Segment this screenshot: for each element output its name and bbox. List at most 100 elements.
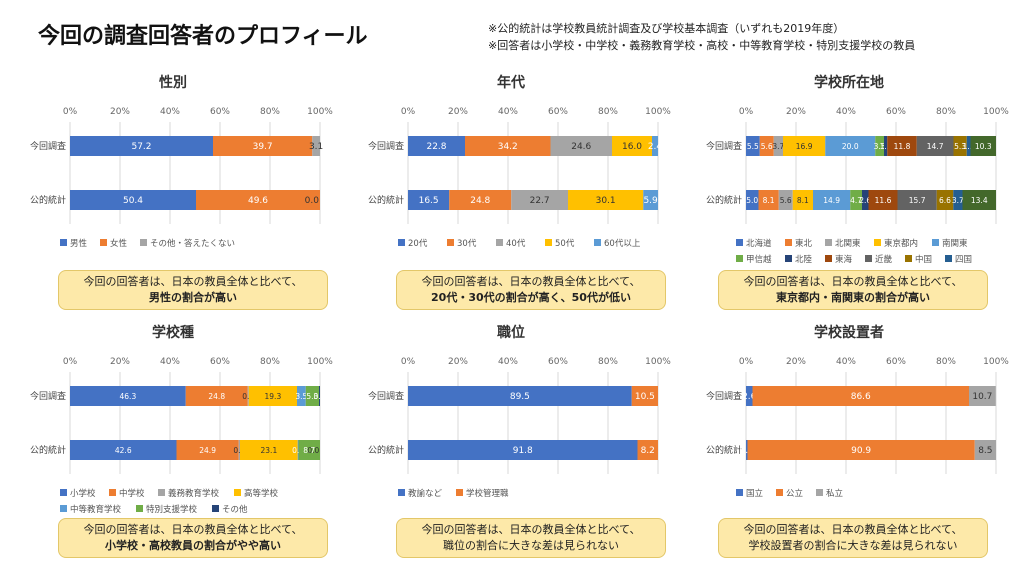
legend-label: 20代 bbox=[408, 238, 428, 249]
callout-highlight: 20代・30代の割合が高く、50代が低い bbox=[431, 291, 631, 304]
bar-segment bbox=[974, 440, 996, 460]
data-label: 49.6 bbox=[248, 196, 268, 206]
bar-segment bbox=[746, 386, 753, 406]
data-label: 86.6 bbox=[851, 392, 871, 402]
x-tick-label: 40% bbox=[498, 357, 518, 367]
legend-label: 学校管理職 bbox=[466, 488, 509, 499]
legend-label: 女性 bbox=[110, 238, 128, 249]
callout-highlight: 小学校・高校教員の割合がやや高い bbox=[105, 539, 281, 552]
callout-highlight: 男性の割合が高い bbox=[149, 291, 237, 304]
legend-label: 特別支援学校 bbox=[146, 504, 198, 515]
data-label: 23.1 bbox=[261, 446, 278, 455]
bar-segment bbox=[783, 136, 826, 156]
legend-label: 公立 bbox=[786, 488, 804, 499]
bar-segment bbox=[746, 190, 759, 210]
category-label: 今回調査 bbox=[706, 140, 742, 152]
category-label: 公的統計 bbox=[30, 444, 66, 456]
age-chart-panel: 年代 0% 20% 40% 60% 80% 100% 今回調査 公的統計 22.8 34.2 24.… bbox=[346, 72, 676, 302]
legend-label: 中学校 bbox=[119, 488, 145, 499]
x-tick-label: 20% bbox=[110, 107, 130, 117]
legend-swatch bbox=[60, 239, 67, 246]
legend-swatch bbox=[736, 489, 743, 496]
bar-segment bbox=[297, 386, 306, 406]
legend-swatch bbox=[234, 489, 241, 496]
legend-label: 義務教育学校 bbox=[168, 488, 220, 499]
data-label: 5.9 bbox=[643, 196, 658, 206]
data-label: 10.7 bbox=[972, 392, 992, 402]
x-tick-label: 40% bbox=[836, 107, 856, 117]
data-label: 24.8 bbox=[470, 196, 490, 206]
bar-segment bbox=[196, 190, 320, 210]
data-label: 3.7 bbox=[772, 142, 784, 151]
data-label: 42.6 bbox=[115, 446, 132, 455]
category-label: 今回調査 bbox=[368, 140, 404, 152]
category-label: 公的統計 bbox=[706, 194, 742, 206]
region-chart-panel: 学校所在地 0% 20% 40% 60% 80% 100% 今回調査 公的統計 5.5 5.6 3.… bbox=[684, 72, 1014, 302]
region-callout: 今回の回答者は、日本の教員全体と比べて、 東京都内・南関東の割合が高い bbox=[718, 270, 988, 310]
position-chart-panel: 職位 0% 20% 40% 60% 80% 100% 今回調査 公的統計 89.5 10.5 91.… bbox=[346, 322, 676, 552]
bar-segment bbox=[408, 440, 638, 460]
data-label: 24.8 bbox=[208, 392, 225, 401]
legend-swatch bbox=[825, 255, 832, 262]
data-label: 30.1 bbox=[596, 196, 616, 206]
bar-segment bbox=[746, 440, 748, 460]
bar-segment bbox=[70, 190, 196, 210]
bar-segment bbox=[752, 386, 969, 406]
data-label: 5.5 bbox=[747, 142, 759, 151]
x-tick-label: 100% bbox=[307, 357, 333, 367]
bar-segment bbox=[305, 386, 319, 406]
bar-segment bbox=[408, 136, 465, 156]
data-label: 11.6 bbox=[875, 196, 892, 205]
data-label: 8.1 bbox=[763, 196, 775, 205]
legend-label: その他・答えたくない bbox=[150, 238, 235, 249]
page-title: 今回の調査回答者のプロフィール bbox=[38, 24, 368, 49]
data-label: 5.3 bbox=[306, 392, 318, 401]
data-label: 10.5 bbox=[635, 392, 655, 402]
bar-segment bbox=[185, 386, 248, 406]
school-type-chart-panel: 学校種 0% 20% 40% 60% 80% 100% 今回調査 公的統計 46.3 24.8 0.… bbox=[8, 322, 338, 552]
data-label: 22.7 bbox=[530, 196, 550, 206]
data-label: 6.6 bbox=[939, 196, 951, 205]
data-label: 0.4 bbox=[314, 392, 326, 401]
data-label: 20.0 bbox=[842, 142, 859, 151]
data-label: 3.5 bbox=[874, 142, 886, 151]
legend-swatch bbox=[816, 489, 823, 496]
legend-label: 東京都内 bbox=[884, 238, 918, 249]
legend-swatch bbox=[736, 239, 743, 246]
data-label: 24.9 bbox=[199, 446, 216, 455]
data-label: 3.5 bbox=[295, 392, 307, 401]
data-label: 10.3 bbox=[975, 142, 992, 151]
bar-segment bbox=[868, 190, 898, 210]
bar-segment bbox=[465, 136, 551, 156]
bar-segment bbox=[70, 386, 186, 406]
data-label: 2.6 bbox=[742, 392, 757, 402]
legend-swatch bbox=[776, 489, 783, 496]
data-label: 0.0 bbox=[305, 196, 320, 206]
bar-segment bbox=[568, 190, 644, 210]
x-tick-label: 0% bbox=[63, 357, 78, 367]
data-label: 24.6 bbox=[571, 142, 591, 152]
data-label: 22.8 bbox=[426, 142, 446, 152]
x-tick-label: 60% bbox=[210, 107, 230, 117]
legend-swatch bbox=[545, 239, 552, 246]
legend-label: 近畿 bbox=[875, 254, 893, 265]
category-label: 今回調査 bbox=[706, 390, 742, 402]
data-label: 16.9 bbox=[796, 142, 813, 151]
chart-title: 年代 bbox=[497, 75, 525, 91]
bar-segment bbox=[637, 440, 658, 460]
bar-segment bbox=[247, 386, 249, 406]
legend-label: 教諭など bbox=[408, 488, 443, 499]
bar-segment bbox=[652, 136, 658, 156]
bar-segment bbox=[70, 136, 213, 156]
x-tick-label: 80% bbox=[936, 107, 956, 117]
x-tick-label: 80% bbox=[936, 357, 956, 367]
legend-label: 東北 bbox=[795, 238, 813, 249]
legend-label: 私立 bbox=[826, 488, 844, 499]
legend-swatch bbox=[158, 489, 165, 496]
data-label: 8.1 bbox=[797, 196, 809, 205]
data-label: 5.3 bbox=[954, 142, 966, 151]
x-tick-label: 0% bbox=[739, 357, 754, 367]
